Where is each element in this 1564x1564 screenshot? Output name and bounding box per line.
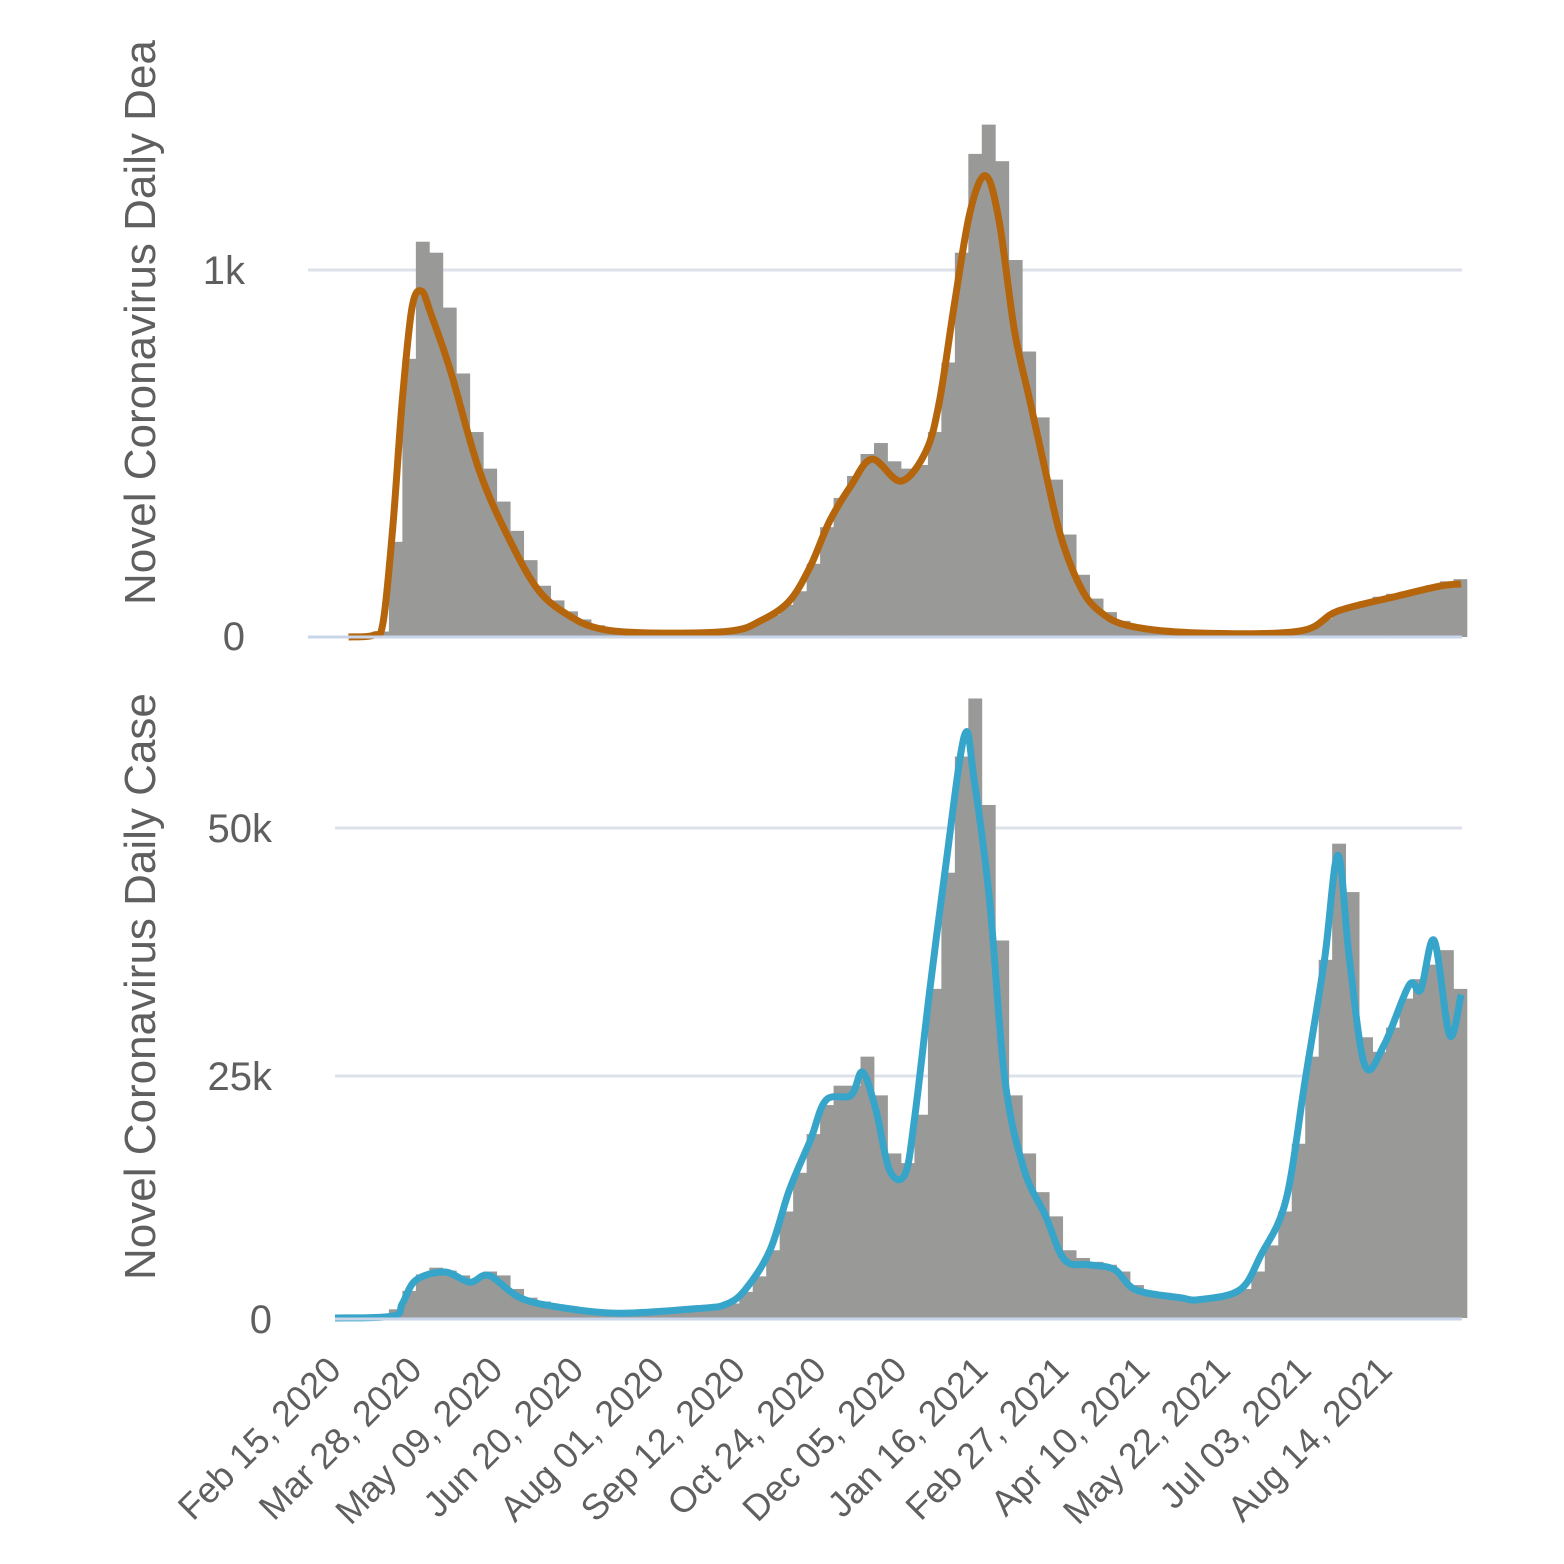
- cases-bar: [1372, 1051, 1387, 1318]
- cases-bar: [685, 1309, 700, 1318]
- deaths-bar: [402, 358, 417, 637]
- deaths-bar: [860, 454, 875, 637]
- deaths-bar: [1426, 585, 1441, 637]
- deaths-bar: [1439, 581, 1454, 637]
- deaths-bar: [941, 362, 956, 637]
- deaths-bar: [1372, 596, 1387, 637]
- cases-bar: [739, 1291, 754, 1318]
- cases-bar: [429, 1267, 444, 1318]
- cases-bar: [671, 1310, 686, 1318]
- cases-tick-50k: 50k: [208, 807, 273, 851]
- deaths-bar: [833, 497, 848, 637]
- cases-bar: [1291, 1143, 1306, 1318]
- cases-bar: [1453, 988, 1468, 1318]
- cases-bar: [941, 872, 956, 1318]
- deaths-average-line: [348, 172, 1462, 641]
- cases-bar: [1089, 1261, 1104, 1318]
- cases-bar: [1278, 1211, 1293, 1318]
- deaths-bar: [415, 241, 430, 637]
- cases-bar: [1399, 998, 1414, 1318]
- cases-bar: [887, 1153, 902, 1318]
- cases-bar: [1251, 1271, 1266, 1318]
- deaths-bar: [1332, 610, 1347, 637]
- cases-bar: [1318, 959, 1333, 1318]
- deaths-bar: [1413, 588, 1427, 637]
- cases-bar: [860, 1056, 875, 1318]
- cases-bar: [1413, 979, 1427, 1318]
- daily-deaths-chart: Novel Coronavirus Daily Dea 1k 0: [116, 40, 1468, 659]
- deaths-bar: [954, 252, 969, 637]
- cases-bar: [712, 1306, 727, 1318]
- deaths-bar: [1399, 591, 1414, 637]
- deaths-bar: [927, 432, 942, 637]
- deaths-bar: [914, 464, 929, 637]
- cases-bar: [1426, 964, 1441, 1318]
- deaths-bar: [1305, 626, 1320, 637]
- cases-bar: [483, 1271, 498, 1318]
- cases-bar: [1197, 1298, 1212, 1318]
- cases-bar: [766, 1250, 781, 1318]
- deaths-bar: [793, 591, 808, 637]
- deaths-bars: [361, 124, 1468, 638]
- deaths-bar: [469, 432, 484, 637]
- deaths-bar: [739, 626, 754, 637]
- cases-bar: [415, 1274, 430, 1318]
- cases-bar: [779, 1211, 794, 1318]
- deaths-bar: [847, 475, 861, 637]
- deaths-bar: [820, 527, 834, 637]
- deaths-bar: [981, 124, 996, 638]
- daily-cases-chart: Novel Coronavirus Daily Case 50k 25k 0: [100, 642, 1468, 1342]
- deaths-bar: [887, 461, 902, 637]
- cases-bar: [469, 1279, 484, 1318]
- cases-bar: [1076, 1257, 1090, 1318]
- cases-bar: [1332, 843, 1347, 1318]
- cases-bar: [1224, 1293, 1239, 1318]
- cases-bar: [698, 1308, 713, 1318]
- deaths-bar: [779, 604, 794, 637]
- deaths-bar: [1359, 601, 1373, 637]
- deaths-bar: [1345, 604, 1360, 637]
- deaths-bar: [1130, 625, 1144, 637]
- deaths-y-axis-label: Novel Coronavirus Daily Dea: [116, 40, 165, 605]
- deaths-bar: [900, 468, 915, 637]
- cases-bar: [1210, 1296, 1225, 1318]
- cases-bar: [1439, 950, 1454, 1318]
- label-clip: [100, 642, 180, 652]
- cases-bar: [1103, 1264, 1117, 1318]
- cases-bar: [1386, 1027, 1400, 1318]
- deaths-bar: [766, 615, 781, 637]
- cases-average-line: [334, 728, 1465, 1322]
- cases-bar: [927, 988, 942, 1318]
- cases-bar: [442, 1270, 457, 1318]
- cases-bar: [456, 1275, 471, 1318]
- cases-bar: [725, 1303, 740, 1318]
- cases-bar: [793, 1172, 808, 1318]
- deaths-bar: [1386, 593, 1400, 637]
- cases-y-axis-label: Novel Coronavirus Daily Case: [116, 693, 165, 1280]
- cases-bar: [914, 1114, 929, 1318]
- deaths-bar: [1453, 579, 1468, 637]
- cases-bar: [847, 1085, 861, 1318]
- cases-bar: [833, 1085, 848, 1318]
- cases-tick-25k: 25k: [208, 1055, 273, 1099]
- cases-bar: [968, 698, 983, 1318]
- deaths-bar: [968, 153, 983, 637]
- cases-bar: [1359, 1037, 1373, 1318]
- cases-bar: [1305, 1056, 1320, 1318]
- cases-tick-0: 0: [250, 1298, 272, 1342]
- deaths-bar: [874, 443, 888, 637]
- cases-bar: [900, 1163, 915, 1318]
- cases-bar: [806, 1134, 821, 1318]
- cases-bars: [375, 698, 1468, 1318]
- cases-bar: [820, 1105, 834, 1318]
- cases-bar: [1264, 1245, 1279, 1318]
- deaths-tick-0: 0: [223, 615, 245, 659]
- deaths-tick-1k: 1k: [203, 249, 246, 293]
- cases-bar: [954, 756, 969, 1318]
- cases-bar: [1237, 1288, 1252, 1318]
- deaths-bar: [806, 563, 821, 637]
- cases-bar: [752, 1276, 767, 1318]
